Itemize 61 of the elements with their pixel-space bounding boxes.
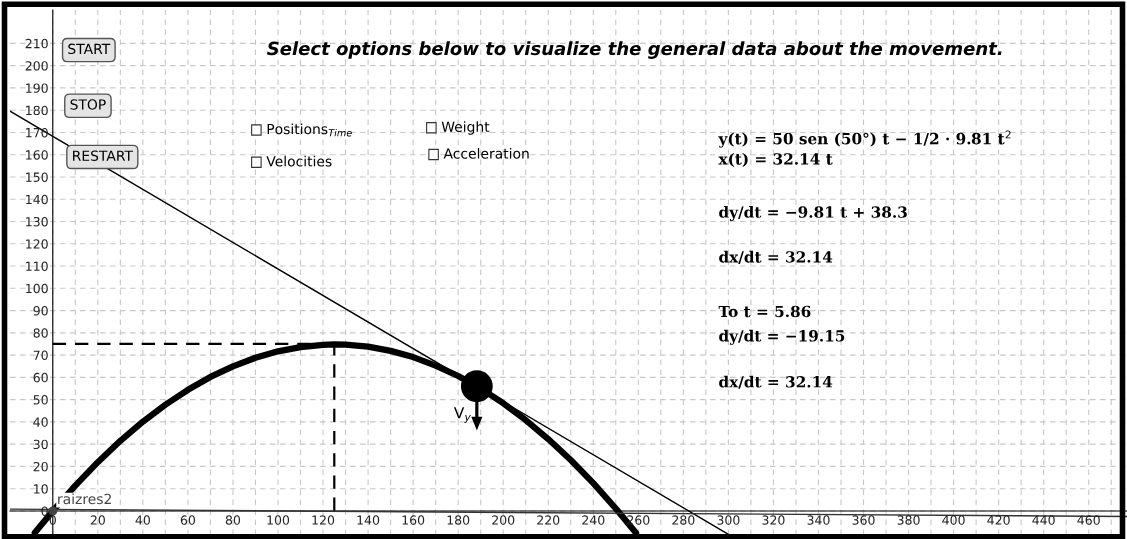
y-tick-label: 210 xyxy=(25,38,48,49)
y-tick-label: 110 xyxy=(26,261,48,271)
annotation: y(t) = 50 sen (50°) t − 1/2 · 9.81 t$^{2}$ xyxy=(718,130,1011,148)
y-tick-label: 70 xyxy=(33,350,48,361)
x-tick-label: 160 xyxy=(402,515,425,525)
y-tick-label: 100 xyxy=(26,283,48,294)
x-tick-label: 40 xyxy=(135,515,150,525)
y-tick-label: 10 xyxy=(34,484,48,494)
x-tick-label: 300 xyxy=(717,515,740,525)
annotation: RESTART xyxy=(73,150,134,161)
y-tick-label: 80 xyxy=(33,328,48,338)
annotation: Positions$_{Time}$ xyxy=(267,123,352,137)
y-tick-label: 190 xyxy=(26,83,48,93)
x-tick-label: 120 xyxy=(312,515,335,525)
x-tick-label: 360 xyxy=(852,515,875,525)
x-tick-label: 460 xyxy=(1077,515,1100,525)
x-tick-label: 20 xyxy=(90,515,105,525)
annotation: dy/dt = −19.15 xyxy=(719,329,845,345)
annotation: x(t) = 32.14 t xyxy=(718,152,833,167)
y-tick-label: 40 xyxy=(33,417,48,427)
x-tick-label: 80 xyxy=(225,515,241,525)
y-tick-label: 50 xyxy=(33,395,48,405)
annotation: V$_{y}$ xyxy=(453,407,471,423)
x-tick-label: 420 xyxy=(987,515,1010,525)
y-tick-label: 120 xyxy=(26,239,48,249)
y-tick-label: 20 xyxy=(33,461,48,472)
y-tick-label: 60 xyxy=(33,372,48,383)
y-tick-label: 150 xyxy=(26,172,48,182)
y-tick-label: 180 xyxy=(26,105,48,116)
x-tick-label: 240 xyxy=(582,515,605,525)
x-tick-label: 340 xyxy=(807,515,830,525)
x-tick-label: 320 xyxy=(762,515,785,525)
annotation: dx/dt = 32.14 xyxy=(719,375,833,389)
annotation: Weight xyxy=(441,121,490,135)
y-tick-label: 90 xyxy=(33,306,48,316)
y-tick-label: 0 xyxy=(41,506,48,516)
annotation: dx/dt = 32.14 xyxy=(719,250,833,264)
y-tick-label: 170 xyxy=(26,127,48,138)
x-tick-label: 180 xyxy=(447,515,470,525)
x-tick-label: 440 xyxy=(1032,515,1055,525)
x-tick-label: 280 xyxy=(672,515,695,525)
x-tick-label: 400 xyxy=(942,515,965,525)
y-tick-label: 130 xyxy=(26,216,48,227)
x-tick-label: 60 xyxy=(180,515,196,525)
annotation: STOP xyxy=(70,99,106,110)
y-tick-label: 30 xyxy=(33,439,48,450)
annotation: START xyxy=(68,43,111,55)
x-tick-label: 100 xyxy=(267,515,290,525)
series-label: raizres2 xyxy=(58,493,111,505)
y-tick-label: 140 xyxy=(26,194,48,205)
annotation: Acceleration xyxy=(443,148,529,159)
x-tick-label: 200 xyxy=(492,515,515,525)
annotation: To t = 5.86 xyxy=(718,305,811,318)
x-tick-label: 140 xyxy=(357,515,380,525)
x-tick-label: 380 xyxy=(897,515,920,525)
y-tick-label: 200 xyxy=(25,61,48,71)
text: Select options below to visualize the general data about the movement. xyxy=(267,41,1002,59)
y-tick-label: 160 xyxy=(26,150,48,160)
annotation: dy/dt = −9.81 t + 38.3 xyxy=(719,206,907,221)
annotation: Velocities xyxy=(266,155,332,167)
x-tick-label: 220 xyxy=(537,515,560,525)
